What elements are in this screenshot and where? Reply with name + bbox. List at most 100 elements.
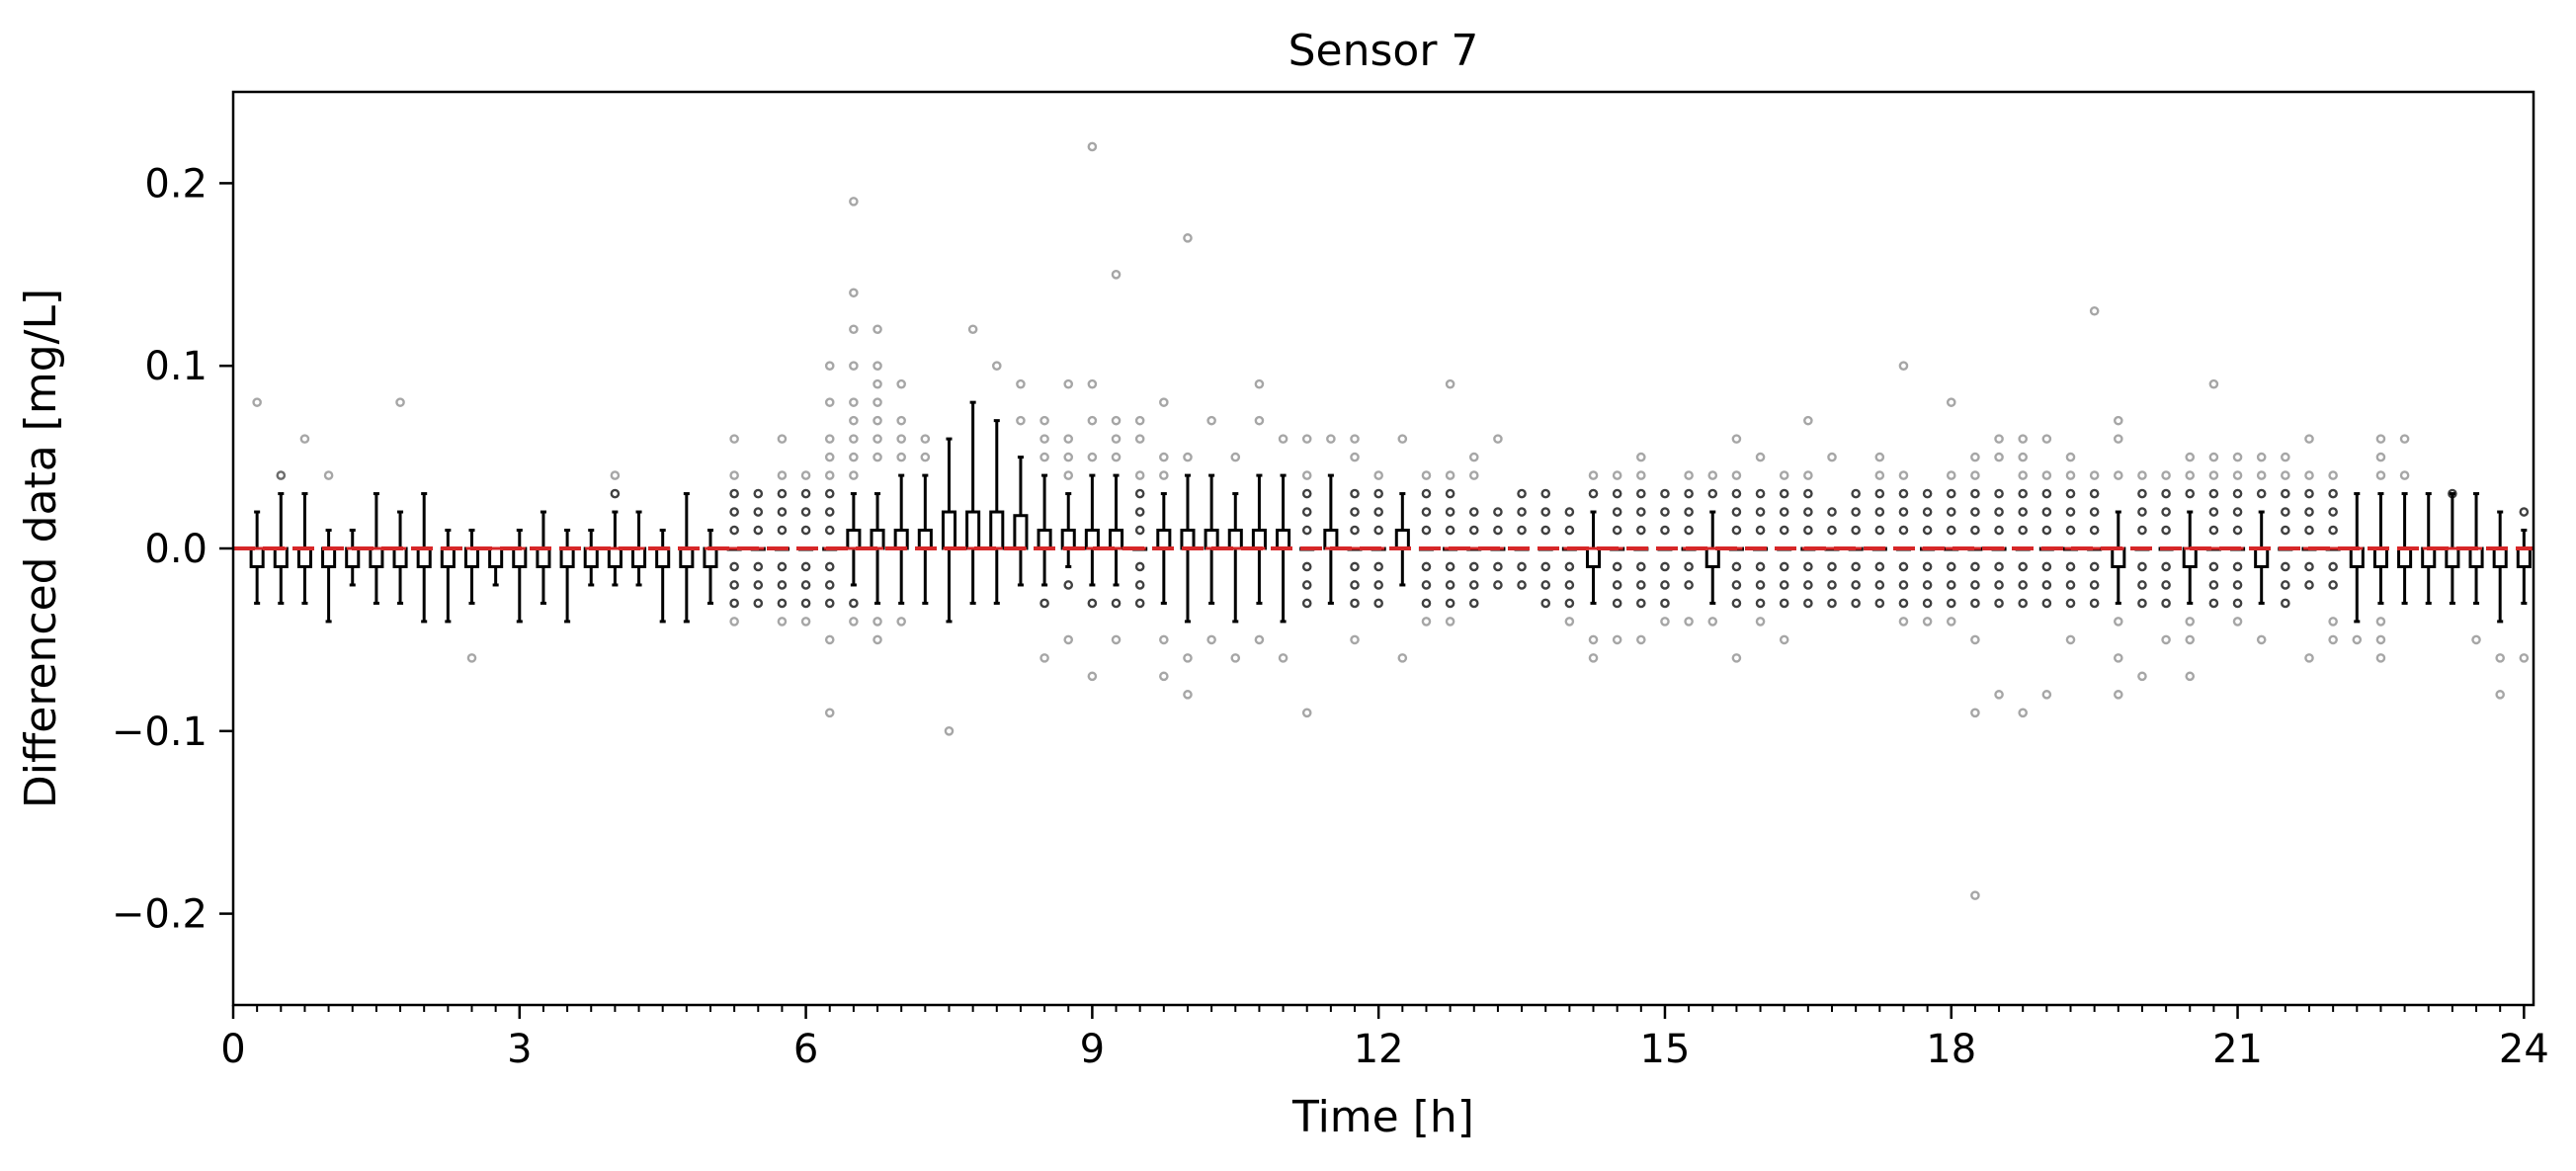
outlier-point [1039, 653, 1049, 663]
outlier-point [1636, 525, 1646, 536]
outlier-point [1445, 507, 1455, 517]
outlier-point [800, 580, 811, 590]
outlier-point [1588, 634, 1599, 645]
outlier-point [1159, 470, 1169, 480]
outlier-point [1421, 598, 1432, 609]
plot-area [233, 141, 2534, 900]
outlier-point [1636, 634, 1646, 645]
outlier-point [1684, 617, 1694, 627]
outlier-point [2256, 488, 2267, 499]
outlier-point [2065, 452, 2076, 462]
outlier-point [1421, 507, 1432, 517]
outlier-point [1922, 598, 1933, 609]
outlier-point [2018, 452, 2029, 462]
outlier-point [2208, 580, 2219, 590]
outlier-point [753, 507, 764, 517]
outlier-point [2137, 470, 2147, 480]
x-axis-label: Time [h] [1291, 1092, 1474, 1142]
outlier-point [2208, 470, 2219, 480]
outlier-point [1994, 561, 2004, 572]
box-11 [1276, 434, 1291, 663]
outlier-point [1134, 525, 1145, 536]
outlier-point [873, 397, 882, 407]
outlier-point [777, 507, 788, 517]
outlier-point [2232, 488, 2243, 499]
y-tick-label: 0.0 [144, 527, 208, 572]
outlier-point [873, 452, 882, 462]
outlier-point [2137, 580, 2147, 590]
outlier-point [1087, 378, 1098, 389]
outlier-point [1373, 470, 1383, 480]
outlier-point [2161, 598, 2171, 609]
outlier-point [1063, 378, 1074, 389]
x-tick-label: 0 [220, 1027, 245, 1072]
outlier-point [1350, 434, 1360, 444]
outlier-point [2208, 525, 2219, 536]
y-tick-label: 0.2 [144, 161, 208, 207]
outlier-point [1994, 690, 2004, 700]
outlier-point [1111, 598, 1122, 609]
outlier-point [1183, 653, 1193, 663]
outlier-point [1301, 525, 1312, 536]
outlier-point [1684, 561, 1694, 572]
outlier-point [873, 634, 882, 645]
outlier-point [1636, 452, 1646, 462]
box-17 [1848, 488, 1864, 609]
outlier-point [777, 525, 788, 536]
outlier-point [1994, 434, 2004, 444]
outlier-point [1803, 525, 1813, 536]
outlier-point [1159, 452, 1169, 462]
outlier-point [1134, 561, 1145, 572]
outlier-point [2375, 452, 2386, 462]
outlier-point [1254, 378, 1265, 389]
outlier-point [1350, 580, 1360, 590]
outlier-point [2041, 507, 2052, 517]
outlier-point [1230, 653, 1241, 663]
outlier-point [1898, 617, 1909, 627]
outlier-point [1970, 561, 1980, 572]
outlier-point [1660, 525, 1670, 536]
outlier-point [2018, 488, 2029, 499]
outlier-point [1660, 598, 1670, 609]
outlier-point [1301, 470, 1312, 480]
outlier-point [2471, 634, 2481, 645]
outlier-point [1063, 452, 1074, 462]
outlier-point [395, 397, 405, 407]
outlier-point [920, 434, 931, 444]
outlier-point [2304, 525, 2314, 536]
outlier-point [896, 617, 906, 627]
outlier-point [2399, 434, 2410, 444]
outlier-point [1134, 415, 1145, 426]
outlier-point [2137, 507, 2147, 517]
outlier-point [1660, 488, 1670, 499]
y-tick-label: 0.1 [144, 344, 208, 389]
outlier-point [2018, 470, 2029, 480]
outlier-point [729, 434, 739, 444]
outlier-point [252, 397, 262, 407]
outlier-point [1039, 434, 1049, 444]
outlier-point [1612, 598, 1622, 609]
outlier-point [1779, 634, 1789, 645]
outlier-point [1779, 561, 1789, 572]
outlier-point [1922, 561, 1933, 572]
outlier-point [1350, 634, 1360, 645]
outlier-point [2041, 598, 2052, 609]
outlier-point [1898, 488, 1909, 499]
outlier-point [1970, 452, 1980, 462]
outlier-point [1254, 415, 1265, 426]
outlier-point [1684, 470, 1694, 480]
x-tick-label: 3 [507, 1027, 532, 1072]
outlier-point [991, 361, 1002, 372]
outlier-point [1111, 434, 1122, 444]
outlier-point [2328, 507, 2338, 517]
outlier-point [1636, 561, 1646, 572]
outlier-point [1898, 561, 1909, 572]
outlier-point [2089, 561, 2100, 572]
outlier-point [1564, 617, 1575, 627]
outlier-point [1134, 434, 1145, 444]
box-6.25 [822, 361, 838, 718]
outlier-point [276, 470, 287, 480]
outlier-point [1684, 488, 1694, 499]
outlier-point [2137, 671, 2147, 682]
